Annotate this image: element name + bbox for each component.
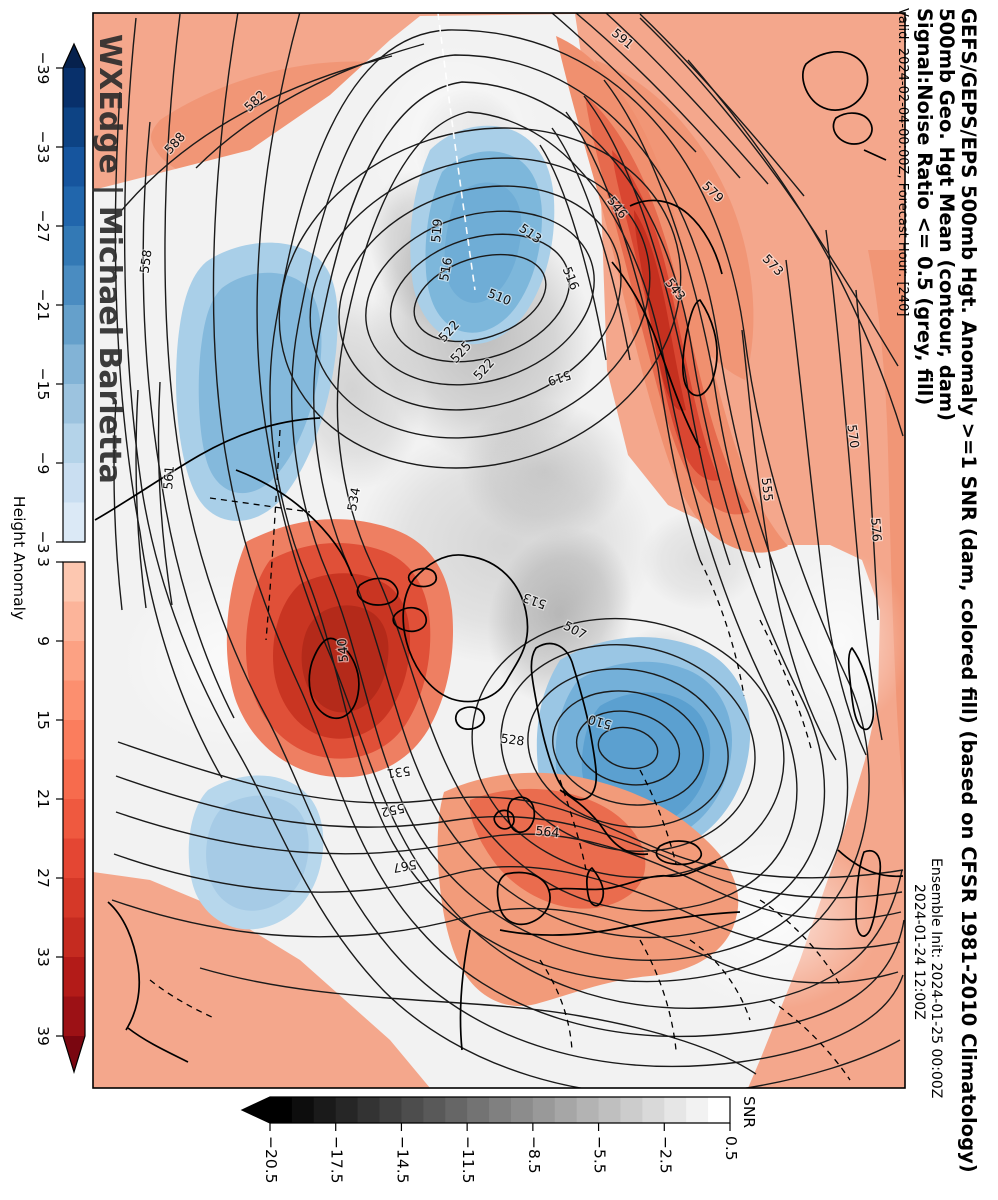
title-line-1: GEFS/GEPS/EPS 500mb Hgt. Anomaly >=1 SNR…	[957, 8, 980, 1173]
svg-text:558: 558	[136, 248, 154, 274]
svg-text:−14.5: −14.5	[393, 1136, 411, 1184]
coastlines	[94, 51, 904, 1063]
svg-text:−27: −27	[34, 210, 52, 243]
svg-text:−3: −3	[34, 531, 52, 554]
svg-text:−11.5: −11.5	[459, 1136, 477, 1184]
valid-time-label: Valid: 2024-02-04-00:00Z, Forecast Hour:…	[895, 8, 910, 316]
svg-text:540: 540	[334, 638, 351, 663]
svg-text:33: 33	[34, 947, 52, 967]
snr-ticks: −20.5 −17.5 −14.5 −11.5 −8.5 −5.5 −2.5 0.5	[262, 1123, 740, 1184]
dateline-dashed-line	[437, 13, 476, 291]
svg-text:39: 39	[34, 1026, 52, 1046]
svg-text:−2.5: −2.5	[656, 1136, 674, 1174]
snr-colorbar: −20.5 −17.5 −14.5 −11.5 −8.5 −5.5 −2.5 0.5 SNR	[240, 1096, 758, 1184]
svg-text:−9: −9	[34, 452, 52, 475]
svg-text:531: 531	[386, 763, 412, 781]
svg-text:561: 561	[160, 465, 177, 490]
svg-text:15: 15	[34, 710, 52, 730]
svg-text:555: 555	[759, 477, 776, 502]
watermark: WXEdge | Michael Barletta	[92, 34, 127, 484]
svg-text:21: 21	[34, 789, 52, 809]
svg-text:0.5: 0.5	[722, 1136, 740, 1161]
svg-text:−15: −15	[34, 368, 52, 401]
svg-text:9: 9	[34, 636, 52, 646]
svg-text:516: 516	[436, 256, 455, 282]
svg-text:570: 570	[844, 424, 862, 450]
svg-text:−21: −21	[34, 289, 52, 322]
svg-text:576: 576	[868, 517, 885, 542]
contour-lines	[111, 13, 905, 1088]
country-borders	[149, 429, 851, 1081]
svg-text:519: 519	[428, 218, 445, 243]
height-anomaly-blue-arrow	[63, 44, 85, 68]
svg-text:3: 3	[34, 557, 52, 567]
ensemble-init-line-2: 2024-01-24 12:00Z	[911, 884, 927, 1020]
svg-text:534: 534	[344, 486, 363, 512]
svg-text:27: 27	[34, 868, 52, 888]
svg-text:552: 552	[380, 801, 406, 821]
height-anomaly-red-arrow	[63, 1036, 85, 1072]
svg-text:−33: −33	[34, 131, 52, 164]
title-line-2: 500mb Geo. Hgt Mean (contour, dam)	[935, 8, 958, 421]
svg-text:564: 564	[535, 823, 560, 840]
svg-text:528: 528	[500, 730, 526, 748]
svg-text:−39: −39	[34, 52, 52, 85]
svg-text:−17.5: −17.5	[328, 1136, 346, 1184]
snr-label: SNR	[740, 1096, 758, 1128]
ensemble-init-line-1: Ensemble Init: 2024-01-25 00:00Z	[928, 858, 944, 1098]
svg-text:−20.5: −20.5	[262, 1136, 280, 1184]
svg-text:−5.5: −5.5	[591, 1136, 609, 1174]
title-line-3: Signal:Noise Ratio <= 0.5 (grey, fill)	[913, 8, 936, 405]
height-anomaly-label: Height Anomaly	[10, 496, 28, 620]
svg-text:567: 567	[392, 857, 418, 876]
map-border	[92, 12, 906, 1089]
svg-text:−8.5: −8.5	[525, 1136, 543, 1174]
snr-arrow	[242, 1097, 270, 1123]
